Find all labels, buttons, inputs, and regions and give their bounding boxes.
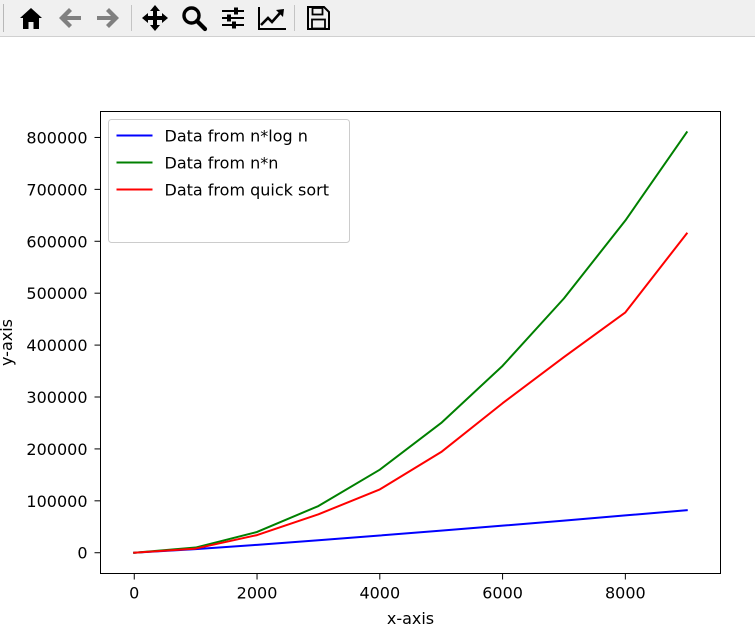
- pan-move-icon: [142, 5, 168, 31]
- zoom-magnifier-icon: [182, 6, 208, 32]
- back-arrow-icon: [59, 8, 81, 28]
- legend-label: Data from n*n: [165, 154, 279, 173]
- legend-box: [108, 119, 350, 243]
- forward-arrow-icon: [97, 8, 119, 28]
- edit-axis-icon: [258, 7, 286, 30]
- x-tick-label: 6000: [482, 584, 523, 603]
- y-tick-label: 300000: [26, 388, 87, 407]
- toolbar-separator: [131, 5, 132, 31]
- y-tick-label: 400000: [26, 336, 87, 355]
- x-tick-label: 4000: [359, 584, 400, 603]
- y-tick-label: 100000: [26, 492, 87, 511]
- configure-subplots-icon: [222, 7, 244, 29]
- save-floppy-icon: [307, 6, 330, 30]
- back-button[interactable]: [54, 2, 86, 34]
- y-tick-label: 600000: [26, 232, 87, 251]
- axes-frame: [100, 111, 721, 574]
- y-tick-label: 500000: [26, 284, 87, 303]
- legend: Data from n*log n Data from n*n Data from …: [108, 119, 350, 243]
- save-button[interactable]: [302, 2, 334, 34]
- y-tick-label: 700000: [26, 180, 87, 199]
- legend-label: Data from quick sort: [165, 181, 329, 200]
- pan-button[interactable]: [139, 2, 171, 34]
- x-tick-label: 8000: [605, 584, 646, 603]
- navigation-toolbar: [0, 0, 755, 37]
- zoom-button[interactable]: [178, 2, 210, 34]
- line-chart: 0 2000 4000 6000 8000 0 100000 200000 300000 400…: [0, 111, 721, 628]
- x-axis-ticks: 0 2000 4000 6000 8000: [129, 573, 646, 603]
- x-tick-label: 0: [129, 584, 139, 603]
- x-tick-label: 2000: [237, 584, 278, 603]
- y-tick-label: 0: [77, 544, 87, 563]
- y-axis-ticks: 0 100000 200000 300000 400000 500000 600000 700…: [26, 128, 101, 563]
- series-line-3: [133, 232, 689, 554]
- forward-button[interactable]: [92, 2, 124, 34]
- legend-label: Data from n*log n: [165, 127, 308, 146]
- y-axis-label: y-axis: [0, 319, 16, 366]
- y-tick-label: 200000: [26, 440, 87, 459]
- series-line-1: [133, 509, 688, 554]
- configure-subplots-button[interactable]: [217, 2, 249, 34]
- toolbar-separator: [294, 5, 295, 31]
- y-tick-label: 800000: [26, 128, 87, 147]
- edit-axis-button[interactable]: [256, 2, 288, 34]
- x-axis-label: x-axis: [387, 609, 434, 628]
- home-button[interactable]: [15, 2, 47, 34]
- home-icon: [20, 8, 42, 29]
- series-line-2: [133, 130, 689, 554]
- toolbar-edge: [3, 4, 4, 32]
